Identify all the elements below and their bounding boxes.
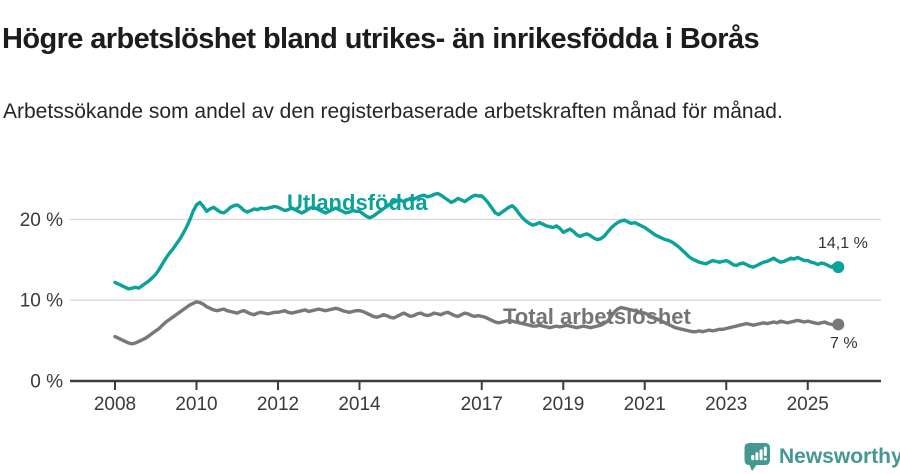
x-tick-label: 2014 [338,394,381,415]
page-title: Högre arbetslöshet bland utrikes- än inr… [2,23,760,56]
series-label-utlandsfodda: Utlandsfödda [287,190,428,215]
y-tick-label: 20 % [20,210,63,231]
page-subtitle: Arbetssökande som andel av den registerb… [3,100,783,123]
utlandsfodda-line [113,191,840,291]
series-label-total-arbetsloshet: Total arbetslöshet [503,304,691,329]
y-tick-label: 0 % [30,372,63,393]
x-tick-label: 2023 [705,394,747,415]
x-tick-label: 2012 [257,394,299,415]
x-tick-label: 2017 [461,394,503,415]
x-tick-label: 2008 [94,394,136,415]
x-tick-label: 2021 [624,394,666,415]
newsworthy-logo[interactable]: Newsworthy [744,442,900,472]
x-tick-label: 2025 [787,394,829,415]
x-tick-label: 2019 [542,394,584,415]
x-tick-label: 2010 [175,394,217,415]
utlandsfodda-end-dot [832,261,845,274]
total-end-dot [832,318,845,331]
total-arbetsloshet-line [113,300,840,346]
newsworthy-icon [744,443,770,471]
end-value-label-utlandsfodda: 14,1 % [818,235,868,252]
newsworthy-wordmark: Newsworthy [779,445,900,468]
y-tick-label: 10 % [20,291,63,312]
end-value-label-total: 7 % [830,335,858,352]
